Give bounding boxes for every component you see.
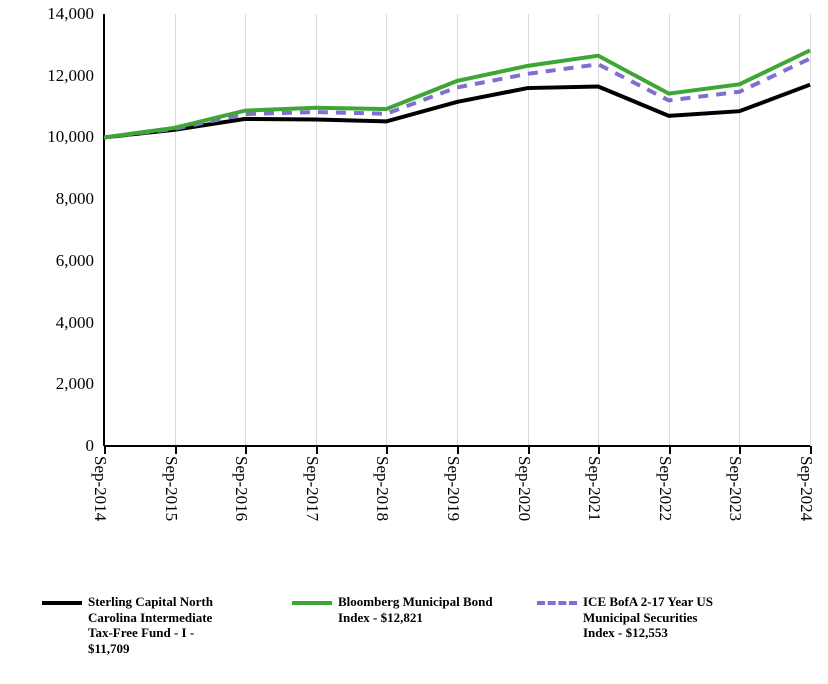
x-tick-mark xyxy=(245,446,247,454)
legend-item: Sterling Capital North Carolina Intermed… xyxy=(42,594,292,656)
gridline xyxy=(810,14,811,446)
legend-label: Sterling Capital North Carolina Intermed… xyxy=(88,594,213,656)
x-tick-mark xyxy=(457,446,459,454)
x-tick-label: Sep-2023 xyxy=(725,456,745,521)
x-tick-label: Sep-2020 xyxy=(514,456,534,521)
x-tick-label: Sep-2021 xyxy=(584,456,604,521)
x-tick-mark xyxy=(386,446,388,454)
x-tick-mark xyxy=(669,446,671,454)
y-tick-label: 8,000 xyxy=(56,189,104,209)
x-tick-mark xyxy=(598,446,600,454)
y-tick-label: 10,000 xyxy=(47,127,104,147)
x-tick-mark xyxy=(175,446,177,454)
legend: Sterling Capital North Carolina Intermed… xyxy=(42,594,787,656)
x-tick-mark xyxy=(810,446,812,454)
x-tick-label: Sep-2014 xyxy=(90,456,110,521)
y-tick-label: 6,000 xyxy=(56,251,104,271)
legend-label: Bloomberg Municipal Bond Index - $12,821 xyxy=(338,594,493,625)
series-line-sterling xyxy=(104,85,810,138)
legend-item: ICE BofA 2-17 Year US Municipal Securiti… xyxy=(537,594,787,641)
x-tick-label: Sep-2017 xyxy=(302,456,322,521)
line-series-layer xyxy=(104,14,810,446)
x-tick-label: Sep-2022 xyxy=(655,456,675,521)
legend-item: Bloomberg Municipal Bond Index - $12,821 xyxy=(292,594,537,625)
legend-swatch xyxy=(42,601,82,605)
y-tick-label: 2,000 xyxy=(56,374,104,394)
x-tick-label: Sep-2018 xyxy=(372,456,392,521)
x-tick-mark xyxy=(739,446,741,454)
growth-chart: 0 2,000 4,000 6,000 8,000 10,000 12,000 14,000 S… xyxy=(0,0,828,684)
legend-swatch xyxy=(537,601,577,605)
x-tick-mark xyxy=(316,446,318,454)
legend-label: ICE BofA 2-17 Year US Municipal Securiti… xyxy=(583,594,713,641)
y-tick-label: 14,000 xyxy=(47,4,104,24)
plot-area: 02,0004,0006,0008,00010,00012,00014,000S… xyxy=(104,14,810,446)
x-tick-mark xyxy=(528,446,530,454)
x-tick-label: Sep-2024 xyxy=(796,456,816,521)
x-tick-label: Sep-2016 xyxy=(231,456,251,521)
x-tick-label: Sep-2015 xyxy=(161,456,181,521)
x-tick-mark xyxy=(104,446,106,454)
legend-swatch xyxy=(292,601,332,605)
x-tick-label: Sep-2019 xyxy=(443,456,463,521)
y-tick-label: 4,000 xyxy=(56,313,104,333)
y-tick-label: 12,000 xyxy=(47,66,104,86)
y-tick-label: 0 xyxy=(86,436,105,456)
